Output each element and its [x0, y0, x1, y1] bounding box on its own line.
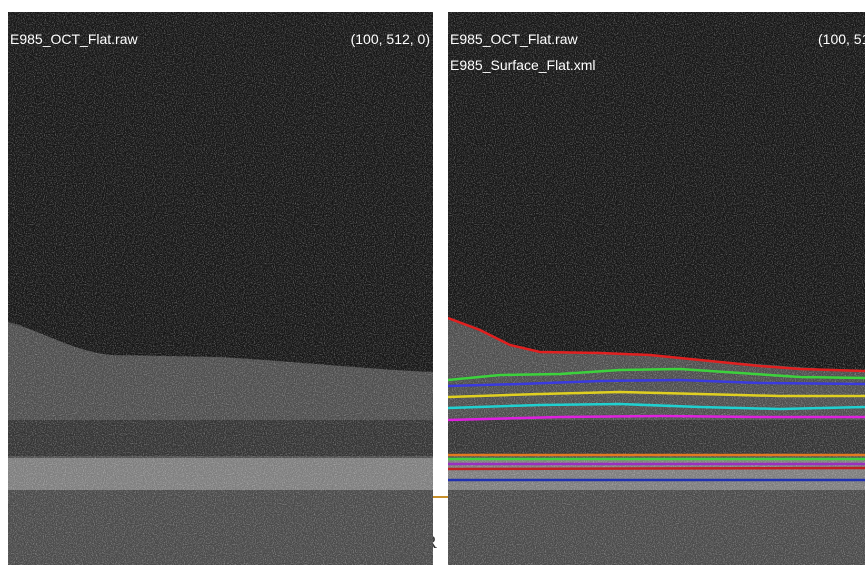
coordinates: (100, 512, 0): [351, 31, 430, 47]
left-panel: E985_OCT_Flat.raw (100, 512, 0): [8, 12, 433, 565]
speckle: [8, 12, 433, 565]
filename: E985_OCT_Flat.raw: [450, 31, 578, 47]
viewer: ER E985_OCT_Flat.raw (100, 512, 0) E985_…: [0, 0, 865, 565]
surface-line: [448, 468, 865, 469]
filename: E985_OCT_Flat.raw: [10, 31, 138, 47]
speckle: [448, 12, 865, 565]
coordinates: (100, 512, 0): [818, 31, 865, 47]
page: ER E985_OCT_Flat.raw (100, 512, 0) E985_…: [0, 0, 865, 565]
right-panel: E985_OCT_Flat.raw E985_Surface_Flat.xml …: [448, 12, 865, 565]
surface-file: E985_Surface_Flat.xml: [450, 57, 596, 73]
